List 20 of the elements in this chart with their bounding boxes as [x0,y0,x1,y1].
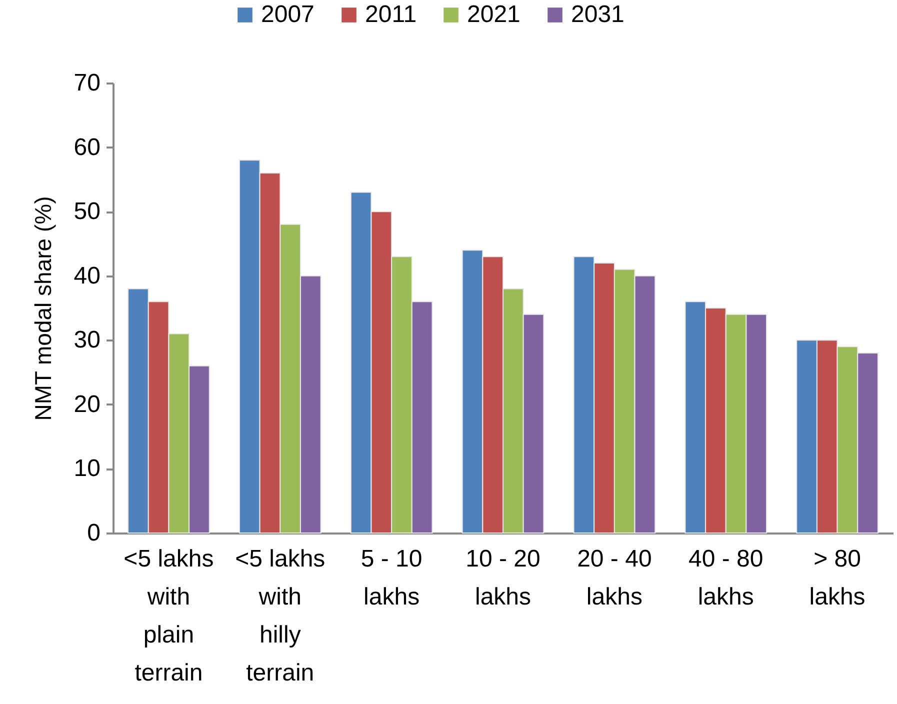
y-tick-label: 40 [74,262,100,290]
x-tick-label: <5 lakhs with plain terrain [124,546,214,686]
y-tick-label: 20 [74,390,100,418]
x-tick-label: 10 - 20 lakhs [466,546,540,610]
x-tick-label: 20 - 40 lakhs [577,546,652,610]
y-tick-label: 50 [74,198,100,226]
x-tick-label: 40 - 80 lakhs [688,546,764,610]
x-tick-label: <5 lakhs with hilly terrain [235,546,326,686]
y-tick-label: 70 [74,70,100,96]
y-tick-label: 10 [74,455,100,482]
legend-label: 2021 [467,1,520,28]
legend-label: 2031 [571,1,624,28]
x-tick-label: 5 - 10 lakhs [360,546,422,610]
legend-label: 2011 [365,1,417,28]
y-tick-label: 0 [87,520,100,546]
y-tick-label: 30 [74,326,100,354]
legend-label: 2007 [261,1,314,28]
y-axis-title: NMT modal share (%) [30,196,56,421]
y-tick-label: 60 [74,134,100,161]
x-tick-label: > 80 lakhs [809,546,866,610]
